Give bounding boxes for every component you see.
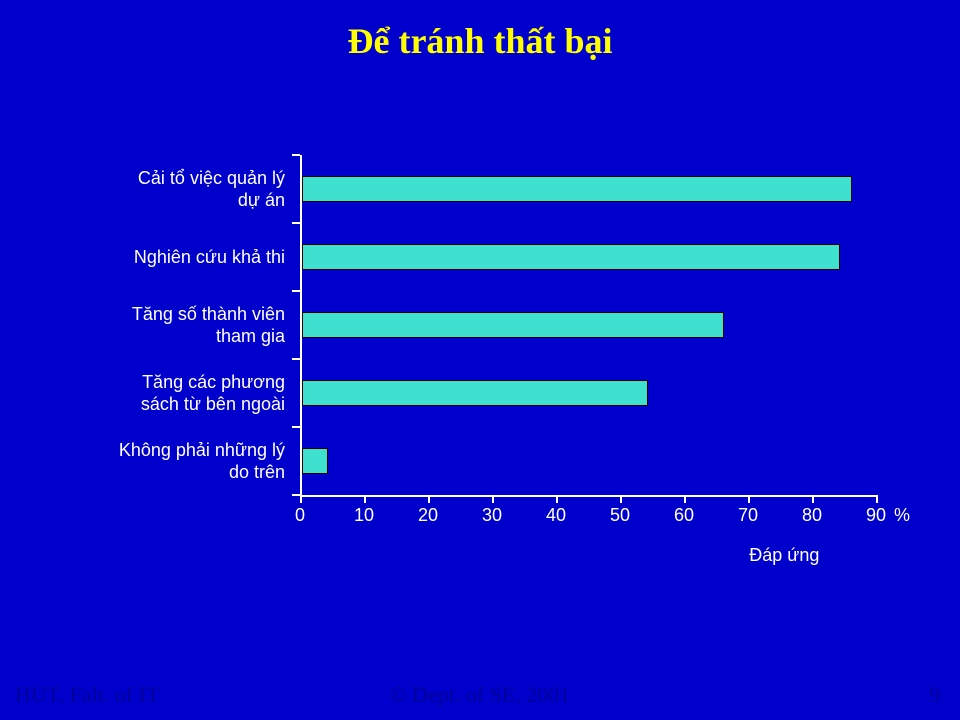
x-tick (812, 495, 814, 503)
y-tick (292, 154, 300, 156)
x-tick-label: 40 (546, 505, 566, 526)
x-axis-unit: % (894, 505, 910, 526)
category-label: Nghiên cứu khả thi (80, 246, 285, 269)
x-tick-label: 50 (610, 505, 630, 526)
bar-chart: 0102030405060708090%Đáp ứngCải tổ việc q… (300, 155, 876, 495)
bar (302, 244, 840, 270)
x-tick (620, 495, 622, 503)
x-tick (492, 495, 494, 503)
bar (302, 380, 648, 406)
x-tick (364, 495, 366, 503)
footer-left: HUT, Falt. of IT (15, 682, 159, 708)
y-tick (292, 290, 300, 292)
footer-center: © Dept. of SE, 2001 (390, 682, 570, 708)
x-axis (300, 495, 876, 497)
category-label: Cải tổ việc quản lýdự án (80, 167, 285, 212)
x-tick-label: 70 (738, 505, 758, 526)
x-tick-label: 10 (354, 505, 374, 526)
x-axis-title: Đáp ứng (749, 545, 819, 566)
x-tick-label: 20 (418, 505, 438, 526)
bar (302, 448, 328, 474)
slide-title: Để tránh thất bại (0, 20, 960, 62)
x-tick-label: 60 (674, 505, 694, 526)
category-label: Tăng các phươngsách từ bên ngoài (80, 371, 285, 416)
y-tick (292, 222, 300, 224)
category-label: Không phải những lýdo trên (80, 439, 285, 484)
y-tick (292, 494, 300, 496)
x-tick (428, 495, 430, 503)
slide: Để tránh thất bại 0102030405060708090%Đá… (0, 0, 960, 720)
y-tick (292, 426, 300, 428)
x-tick-label: 0 (295, 505, 305, 526)
bar (302, 176, 852, 202)
x-tick (684, 495, 686, 503)
x-tick-label: 90 (866, 505, 886, 526)
category-label: Tăng số thành viêntham gia (80, 303, 285, 348)
x-tick (300, 495, 302, 503)
footer-right: 9 (929, 682, 940, 708)
x-tick-label: 30 (482, 505, 502, 526)
bar (302, 312, 724, 338)
x-tick (556, 495, 558, 503)
x-tick (876, 495, 878, 503)
x-tick-label: 80 (802, 505, 822, 526)
x-tick (748, 495, 750, 503)
y-tick (292, 358, 300, 360)
